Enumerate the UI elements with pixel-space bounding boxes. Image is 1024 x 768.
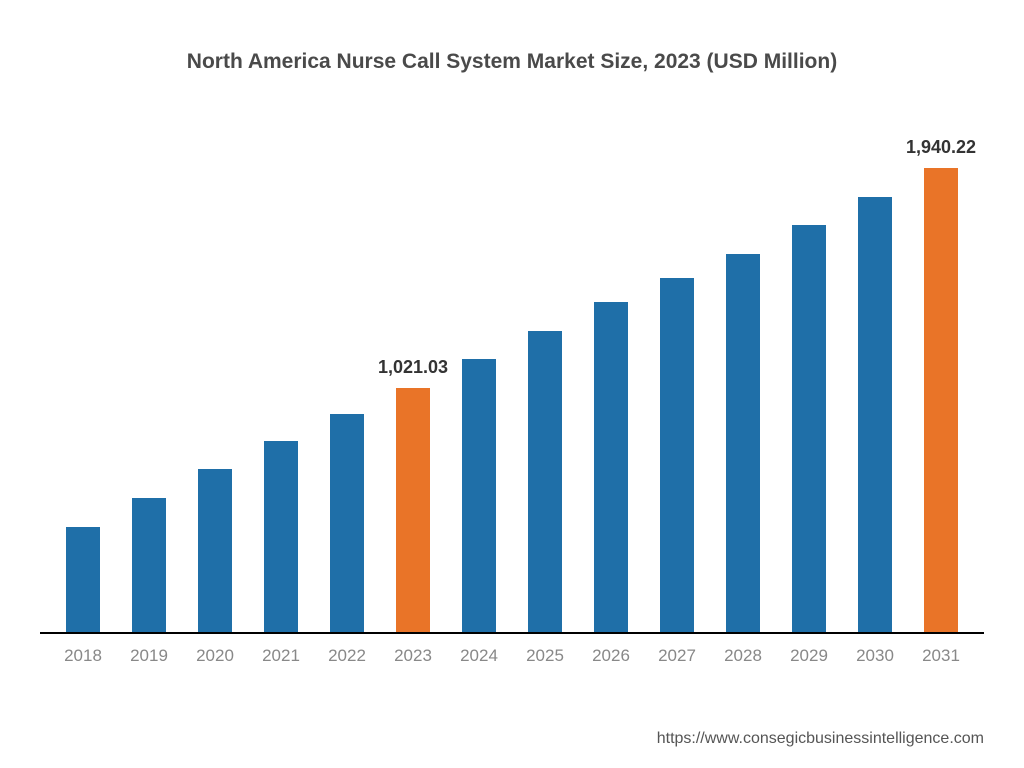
x-axis-label: 2028	[710, 646, 776, 666]
x-axis-label: 2030	[842, 646, 908, 666]
bar-slot	[50, 114, 116, 632]
bar	[198, 469, 232, 632]
bar-value-label: 1,940.22	[906, 137, 976, 158]
bar	[858, 197, 892, 632]
bar	[726, 254, 760, 632]
bar-slot	[842, 114, 908, 632]
bar-slot	[446, 114, 512, 632]
x-axis-label: 2022	[314, 646, 380, 666]
bar	[528, 331, 562, 632]
bar-slot	[116, 114, 182, 632]
bar-slot	[644, 114, 710, 632]
bar	[924, 168, 958, 632]
bar-slot	[182, 114, 248, 632]
bar-slot	[578, 114, 644, 632]
bar-slot: 1,940.22	[908, 114, 974, 632]
x-axis-label: 2023	[380, 646, 446, 666]
source-text: https://www.consegicbusinessintelligence…	[657, 730, 984, 748]
bar	[660, 278, 694, 632]
bar-slot	[710, 114, 776, 632]
chart-title: North America Nurse Call System Market S…	[40, 50, 984, 74]
bar	[132, 498, 166, 632]
bar	[66, 527, 100, 632]
x-axis-label: 2024	[446, 646, 512, 666]
bar-slot	[776, 114, 842, 632]
bar	[462, 359, 496, 632]
bar	[792, 225, 826, 632]
x-axis-label: 2018	[50, 646, 116, 666]
bar	[396, 388, 430, 632]
bar	[594, 302, 628, 632]
x-axis-labels: 2018201920202021202220232024202520262027…	[40, 634, 984, 666]
bar-slot	[248, 114, 314, 632]
x-axis-label: 2026	[578, 646, 644, 666]
bar	[330, 414, 364, 632]
plot-area: 1,021.03 1,940.22	[40, 114, 984, 634]
x-axis-label: 2025	[512, 646, 578, 666]
x-axis-label: 2020	[182, 646, 248, 666]
bar-slot	[314, 114, 380, 632]
bar-slot: 1,021.03	[380, 114, 446, 632]
chart-container: North America Nurse Call System Market S…	[0, 0, 1024, 768]
x-axis-label: 2027	[644, 646, 710, 666]
bar	[264, 441, 298, 632]
bar-slot	[512, 114, 578, 632]
x-axis-label: 2031	[908, 646, 974, 666]
x-axis-label: 2021	[248, 646, 314, 666]
bar-value-label: 1,021.03	[378, 357, 448, 378]
x-axis-label: 2019	[116, 646, 182, 666]
x-axis-label: 2029	[776, 646, 842, 666]
